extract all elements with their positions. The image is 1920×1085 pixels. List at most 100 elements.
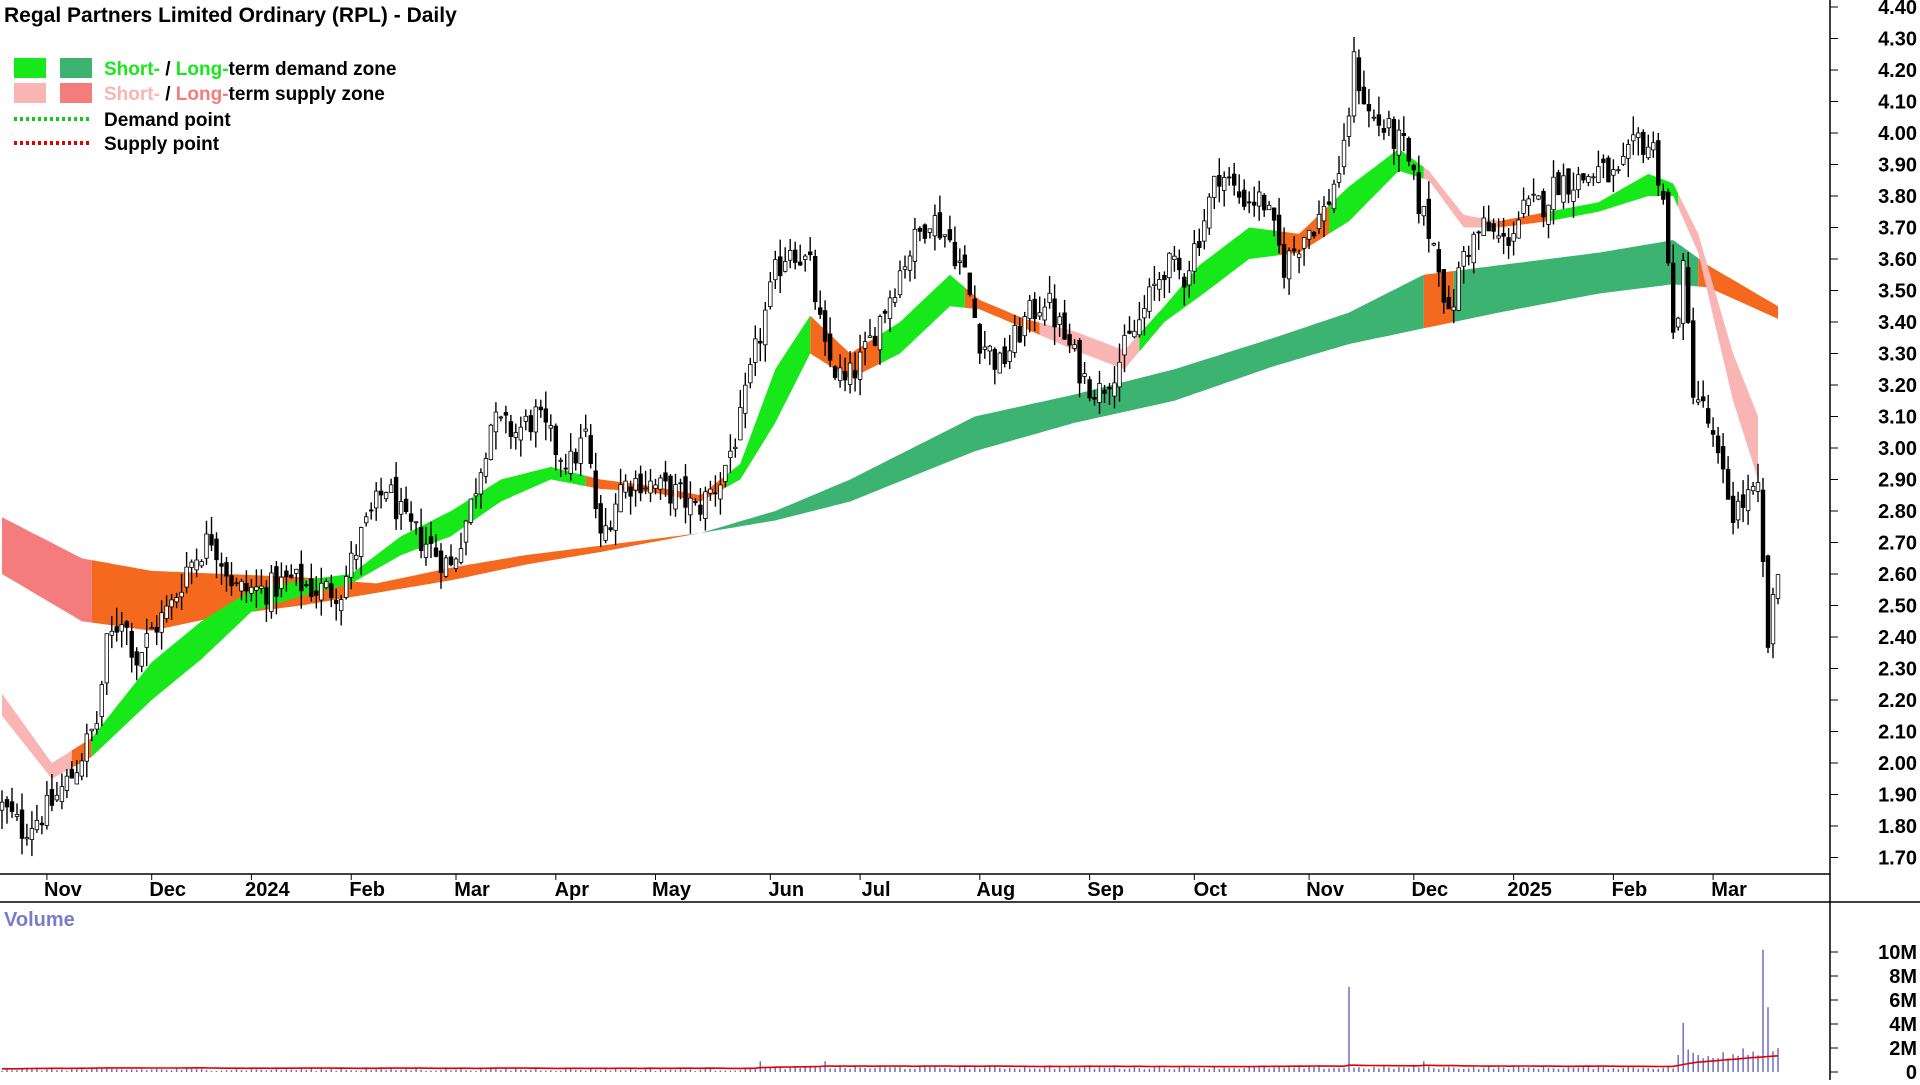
candle-body [1725, 468, 1731, 500]
candle-body [1561, 175, 1566, 203]
candle-body [324, 581, 329, 589]
candle-body [1346, 115, 1352, 137]
legend-supply-short: Short- [104, 84, 160, 105]
legend-demand-sep: / [160, 59, 176, 80]
candle-body [793, 249, 798, 263]
candle-body [1052, 298, 1057, 328]
candle-body [219, 563, 224, 567]
candle-body [892, 297, 898, 303]
price-tick-label: 3.30 [1878, 344, 1917, 366]
candle-body [633, 477, 638, 491]
candle-body [877, 316, 883, 351]
candle-body [962, 254, 967, 268]
candle-body [952, 241, 958, 267]
candle-body [1257, 191, 1262, 207]
candle-body [274, 566, 279, 597]
candle-body [1556, 172, 1561, 196]
price-tick-label: 3.80 [1878, 186, 1917, 208]
candle-body [224, 562, 229, 577]
candle-body [393, 476, 399, 520]
candle-body [1651, 142, 1656, 151]
zones-layer [2, 148, 1778, 779]
candle-body [468, 498, 474, 523]
candle-body [119, 624, 124, 632]
candle-body [1301, 237, 1307, 249]
candle-body [1521, 199, 1526, 214]
candle-body [882, 310, 888, 314]
candle-body [563, 467, 568, 470]
price-tick-label: 4.30 [1878, 29, 1917, 51]
candle-body [1626, 144, 1631, 159]
candle-body [1571, 189, 1576, 202]
candle-body [927, 228, 933, 233]
candle-body [239, 580, 244, 592]
candle-body [573, 451, 578, 464]
candle-body [314, 590, 319, 596]
candle-body [847, 362, 853, 385]
candle-body [294, 568, 299, 574]
candle-body [818, 307, 823, 315]
legend-demand-long: Long- [176, 59, 229, 80]
short-term-zone-segment-9 [1139, 227, 1280, 352]
candle-body [897, 270, 903, 296]
candle-body [1107, 386, 1112, 390]
candle-body [907, 255, 913, 271]
candle-body [1566, 168, 1571, 195]
candle-body [358, 527, 364, 557]
price-axis: 4.40 4.30 4.20 4.10 4.00 3.90 3.80 3.70 3.60 3.50… [1830, 0, 1917, 870]
candle-body [1426, 198, 1431, 239]
candle-body [1421, 205, 1426, 217]
candle-body [912, 228, 918, 262]
candle-body [753, 338, 758, 363]
price-tick-label: 3.10 [1878, 407, 1917, 429]
candle-body [1381, 127, 1387, 133]
candle-body [1586, 176, 1591, 183]
candle-body [1222, 177, 1227, 191]
candle-body [29, 828, 35, 841]
candle-body [533, 406, 538, 433]
candle-body [1601, 158, 1606, 163]
candle-body [433, 547, 439, 557]
candle-body [1775, 574, 1781, 599]
candle-body [129, 631, 134, 658]
candle-body [1636, 132, 1641, 138]
time-tick-label: Dec [149, 879, 186, 901]
time-tick-label: 2025 [1507, 879, 1552, 901]
price-tick-label: 2.00 [1878, 753, 1917, 775]
candle-body [1681, 260, 1686, 324]
candle-body [648, 480, 653, 494]
candle-body [568, 450, 573, 474]
candle-body [189, 561, 194, 568]
price-tick-label: 3.70 [1878, 218, 1917, 240]
candle-body [229, 575, 234, 587]
candle-body [373, 490, 379, 509]
time-tick-label: Nov [1306, 879, 1345, 901]
time-tick-label: Sep [1087, 879, 1124, 901]
candle-body [1641, 131, 1646, 155]
candle-body [638, 473, 643, 494]
price-tick-label: 3.50 [1878, 281, 1917, 303]
candle-body [703, 491, 708, 519]
price-tick-label: 1.90 [1878, 785, 1917, 807]
candle-body [84, 733, 89, 762]
candle-body [813, 255, 818, 303]
legend-demand-point: Demand point [104, 110, 231, 131]
candle-body [688, 497, 693, 516]
price-tick-label: 2.20 [1878, 690, 1917, 712]
candle-body [418, 526, 424, 551]
candle-body [832, 366, 838, 378]
candle-body [1730, 495, 1736, 524]
candle-body [1291, 248, 1297, 252]
candle-body [583, 428, 588, 432]
candle-body [1012, 324, 1017, 353]
candle-body [269, 572, 274, 613]
time-tick-label: Aug [976, 879, 1015, 901]
candle-body [1591, 176, 1596, 179]
short-term-zone-segment-11 [1329, 148, 1424, 234]
candle-body [1271, 207, 1277, 221]
candle-body [523, 415, 528, 422]
candle-body [1616, 169, 1621, 172]
candle-body [1077, 339, 1082, 384]
candle-body [758, 340, 763, 344]
